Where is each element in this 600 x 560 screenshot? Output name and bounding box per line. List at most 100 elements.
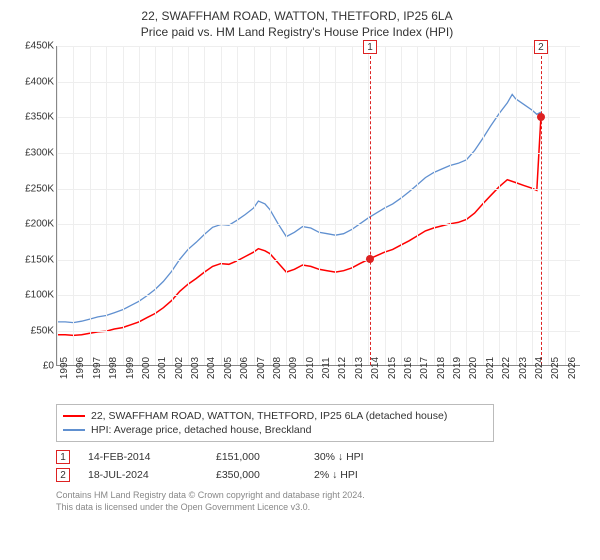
gridline-vertical (73, 46, 74, 365)
x-tick-label: 2017 (419, 357, 430, 379)
x-tick-label: 2009 (288, 357, 299, 379)
gridline-vertical (532, 46, 533, 365)
sale-marker-dot (537, 113, 545, 121)
gridline-vertical (123, 46, 124, 365)
gridline-vertical (483, 46, 484, 365)
x-tick-label: 2013 (354, 357, 365, 379)
gridline-vertical (303, 46, 304, 365)
chart-container: 22, SWAFFHAM ROAD, WATTON, THETFORD, IP2… (0, 0, 600, 560)
x-tick-label: 2004 (206, 357, 217, 379)
sale-marker-box-small: 2 (56, 468, 70, 482)
y-tick-label: £150K (25, 254, 54, 265)
x-tick-label: 1999 (125, 357, 136, 379)
x-tick-label: 2007 (256, 357, 267, 379)
gridline-vertical (172, 46, 173, 365)
x-tick-label: 2020 (468, 357, 479, 379)
x-tick-label: 1996 (75, 357, 86, 379)
x-tick-label: 2006 (239, 357, 250, 379)
x-axis: 1995199619971998199920002001200220032004… (56, 366, 580, 398)
sale-row: 1 14-FEB-2014 £151,000 30% ↓ HPI (56, 448, 582, 466)
gridline-vertical (516, 46, 517, 365)
y-tick-label: £0 (43, 361, 54, 372)
title-line-1: 22, SWAFFHAM ROAD, WATTON, THETFORD, IP2… (12, 8, 582, 24)
x-tick-label: 2005 (223, 357, 234, 379)
footer-line-2: This data is licensed under the Open Gov… (56, 502, 582, 514)
x-tick-label: 2019 (452, 357, 463, 379)
gridline-vertical (221, 46, 222, 365)
y-tick-label: £200K (25, 219, 54, 230)
sale-marker-box: 1 (363, 40, 377, 54)
y-tick-label: £350K (25, 112, 54, 123)
chart-area: £0 £50K £100K £150K £200K £250K £300K £350K £400… (12, 46, 582, 398)
gridline-vertical (106, 46, 107, 365)
gridline-vertical (90, 46, 91, 365)
sale-row: 2 18-JUL-2024 £350,000 2% ↓ HPI (56, 466, 582, 484)
sale-events-table: 1 14-FEB-2014 £151,000 30% ↓ HPI 2 18-JUL-202… (56, 448, 582, 484)
title-block: 22, SWAFFHAM ROAD, WATTON, THETFORD, IP2… (12, 8, 582, 40)
x-tick-label: 2000 (141, 357, 152, 379)
x-tick-label: 2021 (485, 357, 496, 379)
legend-row: 22, SWAFFHAM ROAD, WATTON, THETFORD, IP2… (63, 409, 487, 423)
y-tick-label: £300K (25, 148, 54, 159)
y-tick-label: £50K (31, 325, 54, 336)
x-tick-label: 2008 (272, 357, 283, 379)
sale-delta: 30% ↓ HPI (314, 451, 414, 463)
x-tick-label: 2025 (550, 357, 561, 379)
gridline-vertical (466, 46, 467, 365)
gridline-vertical (499, 46, 500, 365)
sale-date: 18-JUL-2024 (88, 469, 198, 481)
x-tick-label: 2015 (387, 357, 398, 379)
x-tick-label: 2003 (190, 357, 201, 379)
x-tick-label: 2022 (501, 357, 512, 379)
gridline-vertical (188, 46, 189, 365)
x-tick-label: 2014 (370, 357, 381, 379)
title-line-2: Price paid vs. HM Land Registry's House … (12, 24, 582, 40)
x-tick-label: 2011 (321, 358, 332, 380)
gridline-vertical (57, 46, 58, 365)
gridline-vertical (319, 46, 320, 365)
plot-area: 12 (56, 46, 580, 366)
x-tick-label: 2010 (305, 357, 316, 379)
gridline-vertical (368, 46, 369, 365)
legend-label: 22, SWAFFHAM ROAD, WATTON, THETFORD, IP2… (91, 410, 447, 422)
x-tick-label: 2001 (157, 357, 168, 379)
x-tick-label: 2023 (518, 357, 529, 379)
sale-delta: 2% ↓ HPI (314, 469, 414, 481)
legend-swatch (63, 415, 85, 417)
y-tick-label: £250K (25, 183, 54, 194)
sale-price: £350,000 (216, 469, 296, 481)
gridline-vertical (139, 46, 140, 365)
x-tick-label: 1995 (59, 357, 70, 379)
y-axis: £0£50K£100K£150K£200K£250K£300K£350K£400… (12, 46, 56, 366)
series-line (57, 117, 541, 335)
sale-marker-box-small: 1 (56, 450, 70, 464)
x-tick-label: 2002 (174, 357, 185, 379)
y-tick-label: £400K (25, 76, 54, 87)
y-tick-label: £100K (25, 290, 54, 301)
gridline-vertical (352, 46, 353, 365)
gridline-vertical (237, 46, 238, 365)
sale-price: £151,000 (216, 451, 296, 463)
legend-swatch (63, 429, 85, 431)
gridline-vertical (401, 46, 402, 365)
gridline-vertical (565, 46, 566, 365)
gridline-vertical (434, 46, 435, 365)
legend-label: HPI: Average price, detached house, Brec… (91, 424, 311, 436)
gridline-vertical (155, 46, 156, 365)
sale-marker-vline (370, 46, 371, 365)
x-tick-label: 2012 (337, 357, 348, 379)
x-tick-label: 2026 (567, 357, 578, 379)
legend-row: HPI: Average price, detached house, Brec… (63, 423, 487, 437)
gridline-vertical (335, 46, 336, 365)
sale-marker-dot (366, 255, 374, 263)
x-tick-label: 1997 (92, 357, 103, 379)
x-tick-label: 2024 (534, 357, 545, 379)
footer-attribution: Contains HM Land Registry data © Crown c… (56, 490, 582, 513)
sale-date: 14-FEB-2014 (88, 451, 198, 463)
gridline-vertical (385, 46, 386, 365)
sale-marker-vline (541, 46, 542, 365)
series-line (57, 95, 541, 323)
gridline-vertical (254, 46, 255, 365)
sale-marker-box: 2 (534, 40, 548, 54)
gridline-vertical (417, 46, 418, 365)
